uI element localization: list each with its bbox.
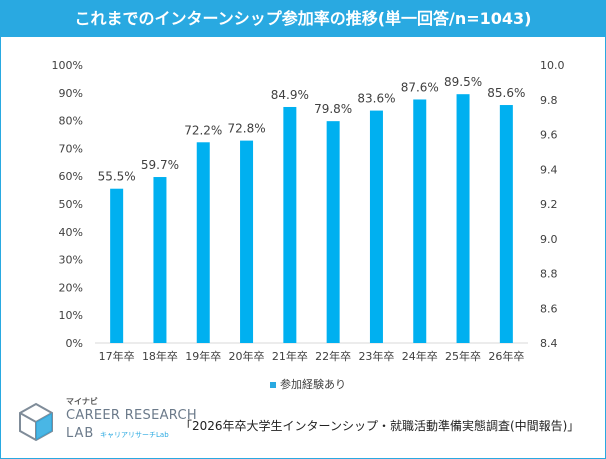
bar: [456, 94, 470, 343]
y-tick-label: 50%: [59, 198, 83, 211]
chart-title: これまでのインターンシップ参加率の推移(単一回答/n=1043): [74, 9, 532, 28]
bar: [413, 99, 427, 343]
x-tick-label: 22年卒: [315, 349, 351, 363]
x-tick-label: 24年卒: [402, 349, 438, 363]
data-label: 89.5%: [444, 75, 482, 89]
y2-tick-label: 9.4: [540, 163, 558, 176]
x-tick-label: 18年卒: [142, 349, 178, 363]
y-axis-left: 0% 10% 20% 30% 40% 50% 60% 70% 80% 90% 100%: [52, 59, 83, 350]
bar: [110, 188, 124, 343]
data-label: 72.2%: [184, 123, 222, 137]
y2-tick-label: 8.8: [540, 268, 558, 281]
y-tick-label: 10%: [59, 309, 83, 322]
brand-top: マイナビ: [66, 397, 98, 406]
cube-logo-icon: [19, 402, 53, 442]
source-note: 「2026年卒大学生インターンシップ・就職活動準備実態調査(中間報告)」: [180, 419, 580, 433]
x-tick-label: 21年卒: [272, 349, 308, 363]
y2-tick-label: 8.4: [540, 337, 558, 350]
brand-sub: キャリアリサーチLab: [100, 431, 169, 439]
data-label: 79.8%: [314, 102, 352, 116]
brand-lab: LAB: [66, 426, 95, 441]
data-label: 85.6%: [487, 86, 525, 100]
bar: [326, 121, 340, 343]
x-tick-label: 19年卒: [185, 349, 221, 363]
data-labels: 55.5% 59.7% 72.2% 72.8% 84.9% 79.8% 83.6% 87.6%…: [98, 75, 526, 184]
x-tick-label: 17年卒: [99, 349, 135, 363]
y2-tick-label: 9.2: [540, 198, 558, 211]
y-tick-label: 20%: [59, 281, 83, 294]
bar: [196, 142, 210, 343]
data-label: 83.6%: [357, 92, 395, 106]
x-tick-label: 25年卒: [445, 349, 481, 363]
logo: マイナビ CAREER RESEARCH LAB キャリアリサーチLab: [14, 392, 197, 452]
y2-tick-label: 9.6: [540, 129, 558, 142]
y-tick-label: 70%: [59, 142, 83, 155]
y-tick-label: 60%: [59, 170, 83, 183]
x-tick-label: 20年卒: [229, 349, 265, 363]
data-label: 84.9%: [271, 88, 309, 102]
legend: 参加経験あり: [270, 376, 346, 392]
y2-tick-label: 10.0: [540, 59, 565, 72]
y-axis-right: 8.4 8.6 8.8 9.0 9.2 9.4 9.6 9.8 10.0: [540, 59, 565, 350]
bar: [499, 105, 513, 343]
bar: [153, 177, 167, 343]
y2-tick-label: 9.8: [540, 94, 558, 107]
y-tick-label: 40%: [59, 226, 83, 239]
y-tick-label: 90%: [59, 87, 83, 100]
y-tick-label: 80%: [59, 115, 83, 128]
y-tick-label: 0%: [66, 337, 83, 350]
bar: [369, 110, 383, 343]
data-label: 87.6%: [401, 80, 439, 94]
y-tick-label: 100%: [52, 59, 83, 72]
bars: [110, 94, 513, 343]
x-axis: 17年卒 18年卒 19年卒 20年卒 21年卒 22年卒 23年卒 24年卒 25年卒 26年卒: [99, 349, 525, 363]
y2-tick-label: 8.6: [540, 302, 558, 315]
legend-swatch: [270, 382, 276, 388]
bar: [240, 140, 254, 343]
x-tick-label: 23年卒: [358, 349, 394, 363]
x-tick-label: 26年卒: [488, 349, 524, 363]
data-label: 59.7%: [141, 158, 179, 172]
bar: [283, 106, 297, 343]
data-label: 55.5%: [98, 170, 136, 184]
data-label: 72.8%: [227, 122, 265, 136]
y-tick-label: 30%: [59, 254, 83, 267]
legend-label: 参加経験あり: [280, 378, 346, 391]
y2-tick-label: 9.0: [540, 233, 558, 246]
title-bar: これまでのインターンシップ参加率の推移(単一回答/n=1043): [1, 1, 605, 37]
brand-main: CAREER RESEARCH: [66, 408, 197, 423]
